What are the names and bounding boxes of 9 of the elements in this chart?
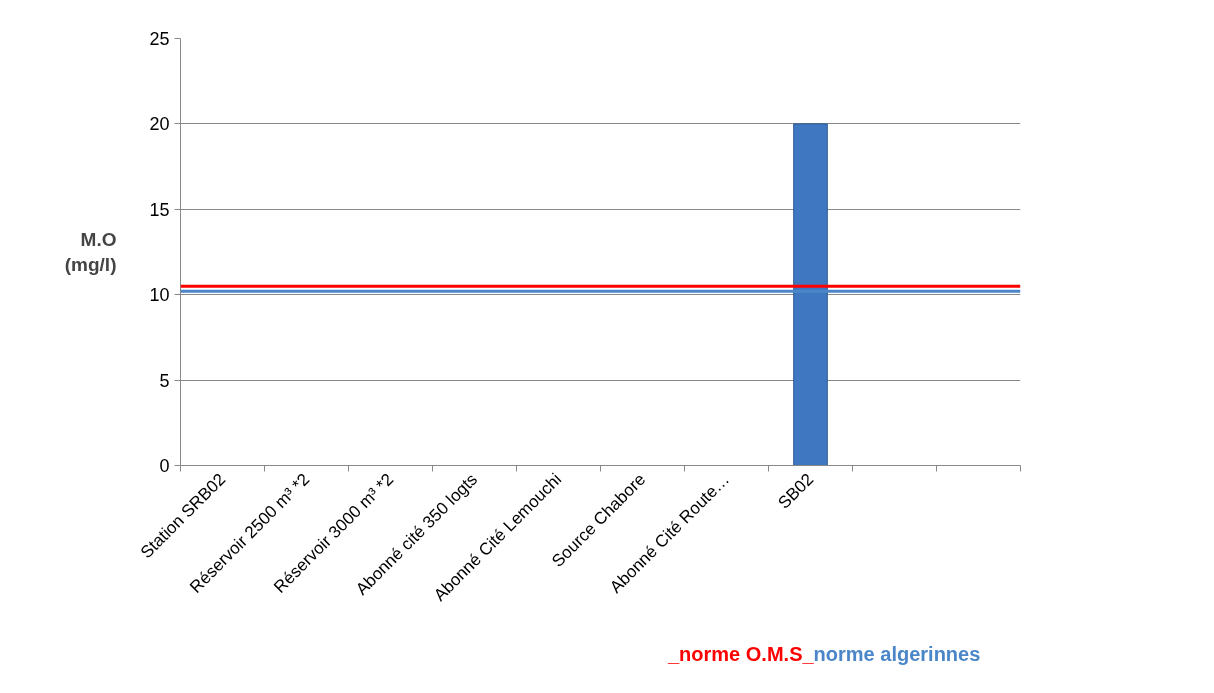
y-tick-label: 0 [159,456,170,476]
ref-line-label: _norme O.M.S_ [668,643,814,665]
y-tick-label: 15 [149,199,170,220]
y-tick-label: 5 [159,370,170,391]
y-tick-label: 25 [149,29,170,49]
ref-line-label: norme algerinnes [813,643,981,665]
y-tick-label: 10 [149,285,170,306]
y-tick-label: 20 [149,114,170,135]
y-axis-title: M.O (mg/l) [64,228,117,276]
